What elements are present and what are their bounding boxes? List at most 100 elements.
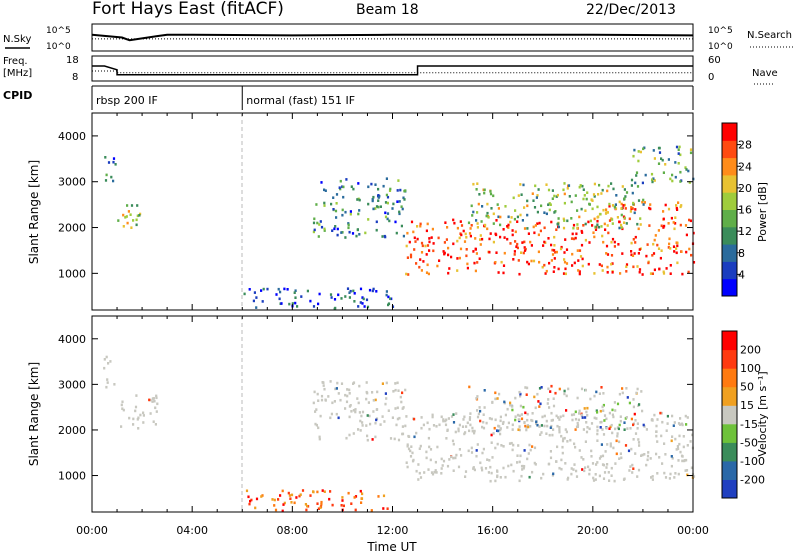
scatter-cell (317, 507, 320, 510)
scatter-cell (578, 272, 581, 276)
scatter-cell (671, 435, 674, 438)
scatter-cell (662, 226, 665, 229)
scatter-cell (334, 225, 337, 228)
scatter-cell (576, 396, 579, 400)
scatter-cell (474, 269, 477, 273)
scatter-cell (527, 452, 530, 455)
scatter-cell (592, 476, 595, 480)
scatter-cell (435, 471, 438, 474)
scatter-cell (620, 226, 623, 229)
scatter-cell (674, 175, 677, 179)
scatter-cell (537, 233, 540, 237)
scatter-cell (614, 409, 617, 412)
noise-left-tick-top: 10^5 (46, 26, 71, 36)
range-tick-label: 3000 (58, 378, 86, 391)
scatter-cell (518, 479, 521, 483)
scatter-cell (526, 386, 529, 390)
scatter-cell (414, 240, 417, 243)
scatter-cell (474, 237, 477, 240)
scatter-cell (616, 216, 619, 219)
scatter-cell (142, 421, 145, 424)
scatter-cell (506, 407, 509, 411)
colorbar-tick-label: -200 (740, 473, 765, 486)
scatter-cell (679, 417, 682, 420)
scatter-cell (662, 171, 665, 174)
scatter-cell (551, 189, 554, 192)
scatter-cell (367, 218, 370, 221)
scatter-cell (688, 181, 691, 184)
scatter-cell (633, 148, 636, 152)
scatter-cell (574, 417, 578, 421)
scatter-cell (525, 425, 528, 429)
scatter-cell (642, 198, 645, 202)
scatter-cell (317, 426, 320, 430)
scatter-cell (452, 242, 455, 246)
scatter-cell (366, 438, 369, 442)
scatter-cell (152, 420, 155, 423)
scatter-cell (635, 174, 638, 177)
scatter-cell (687, 270, 690, 274)
scatter-cell (511, 408, 514, 412)
scatter-cell (425, 456, 428, 460)
scatter-cell (450, 415, 454, 418)
scatter-cell (559, 247, 563, 251)
scatter-cell (110, 175, 113, 179)
scatter-cell (368, 288, 372, 292)
scatter-cell (582, 458, 585, 461)
scatter-cell (466, 262, 469, 266)
scatter-cell (280, 302, 283, 305)
scatter-cell (494, 479, 497, 483)
scatter-cell (546, 424, 549, 428)
scatter-cell (679, 423, 682, 426)
scatter-cell (583, 194, 586, 197)
scatter-cell (430, 236, 433, 239)
scatter-cell (564, 238, 567, 241)
colorbar-swatch (722, 244, 737, 262)
scatter-cell (335, 412, 338, 416)
scatter-cell (634, 241, 637, 244)
scatter-cell (671, 414, 674, 418)
scatter-cell (428, 445, 431, 449)
scatter-cell (509, 242, 512, 245)
scatter-cell (592, 231, 595, 234)
noise-panel-frame (91, 23, 694, 52)
scatter-cell (336, 381, 339, 385)
scatter-cell (451, 439, 455, 443)
scatter-cell (636, 185, 640, 188)
scatter-cell (520, 464, 524, 468)
scatter-cell (637, 159, 640, 163)
scatter-cell (340, 382, 344, 385)
scatter-cell (543, 211, 546, 214)
scatter-cell (156, 402, 159, 406)
scatter-cell (634, 208, 637, 211)
scatter-cell (482, 420, 485, 424)
scatter-cell (593, 195, 596, 198)
scatter-cell (470, 446, 473, 450)
scatter-cell (394, 382, 397, 385)
scatter-cell (486, 227, 489, 231)
scatter-cell (551, 248, 554, 252)
scatter-cell (488, 417, 491, 420)
scatter-cell (290, 493, 294, 497)
scatter-cell (359, 489, 362, 493)
scatter-cell (253, 291, 256, 294)
scatter-cell (348, 230, 351, 234)
scatter-cell (664, 476, 668, 479)
scatter-cell (470, 204, 473, 208)
scatter-cell (664, 203, 667, 207)
colorbar-swatch (722, 423, 737, 443)
scatter-cell (389, 187, 392, 191)
scatter-cell (547, 237, 550, 240)
scatter-cell (623, 197, 626, 200)
scatter-cell (440, 457, 443, 461)
scatter-cell (605, 466, 608, 469)
scatter-cell (527, 425, 530, 429)
scatter-cell (657, 146, 661, 150)
scatter-cell (452, 421, 456, 424)
scatter-cell (456, 239, 459, 243)
scatter-cell (320, 398, 324, 402)
scatter-cell (419, 224, 422, 228)
scatter-cell (514, 240, 517, 243)
scatter-cell (491, 456, 494, 459)
scatter-cell (438, 423, 441, 427)
